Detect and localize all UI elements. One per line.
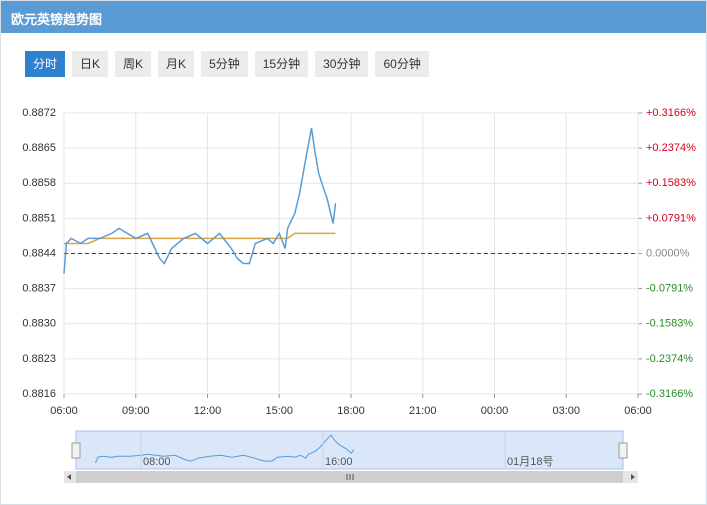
y2-tick-label: +0.3166% — [646, 107, 696, 119]
y-tick-label: 0.8837 — [22, 283, 56, 295]
tab[interactable]: 30分钟 — [315, 51, 369, 77]
y-tick-label: 0.8816 — [22, 388, 56, 400]
y2-tick-label: 0.0000% — [646, 247, 690, 259]
series-line — [64, 232, 336, 245]
x-tick-label: 21:00 — [409, 405, 437, 417]
scroll-left[interactable] — [67, 474, 71, 480]
y2-tick-label: +0.2374% — [646, 142, 696, 154]
y2-tick-label: +0.0791% — [646, 212, 696, 224]
y-tick-label: 0.8872 — [22, 107, 56, 119]
y-tick-label: 0.8865 — [22, 142, 56, 154]
y-tick-label: 0.8851 — [22, 212, 56, 224]
x-tick-label: 15:00 — [265, 405, 293, 417]
tab[interactable]: 15分钟 — [254, 51, 309, 77]
navigator-handle[interactable] — [71, 442, 81, 459]
navigator-handle[interactable] — [618, 442, 628, 459]
y2-tick-label: -0.1583% — [646, 318, 693, 330]
navigator-label: 16:00 — [325, 456, 353, 468]
x-tick-label: 09:00 — [122, 405, 150, 417]
tab[interactable]: 分时 — [25, 51, 66, 77]
tab[interactable]: 60分钟 — [375, 51, 429, 77]
y-tick-label: 0.8858 — [22, 177, 56, 189]
y2-tick-label: +0.1583% — [646, 177, 696, 189]
tab[interactable]: 日K — [72, 51, 109, 77]
title: 欧元英镑趋势图 — [11, 12, 103, 27]
navigator-label: 01月18号 — [507, 455, 553, 468]
x-tick-label: 00:00 — [481, 405, 509, 417]
tab[interactable]: 周K — [115, 51, 152, 77]
y2-tick-label: -0.2374% — [646, 353, 693, 365]
series-line — [63, 127, 337, 274]
navigator-line — [95, 434, 355, 464]
x-tick-label: 12:00 — [194, 405, 222, 417]
title-bar: 欧元英镑趋势图 — [1, 1, 706, 33]
y-tick-label: 0.8823 — [22, 353, 56, 365]
scroll-right[interactable] — [631, 474, 635, 480]
y2-tick-label: -0.3166% — [646, 388, 693, 400]
x-tick-label: 06:00 — [50, 405, 78, 417]
y-tick-label: 0.8844 — [22, 247, 56, 259]
tabs: 分时 日K 周K 月K 5分钟 15分钟 30分钟 60分钟 — [25, 51, 436, 77]
x-tick-label: 18:00 — [337, 405, 365, 417]
x-tick-label: 06:00 — [624, 405, 652, 417]
y-tick-label: 0.8830 — [22, 318, 56, 330]
navigator-label: 08:00 — [143, 456, 171, 468]
x-tick-label: 03:00 — [552, 405, 580, 417]
tab[interactable]: 月K — [158, 51, 195, 77]
y2-tick-label: -0.0791% — [646, 283, 693, 295]
tab[interactable]: 5分钟 — [201, 51, 248, 77]
